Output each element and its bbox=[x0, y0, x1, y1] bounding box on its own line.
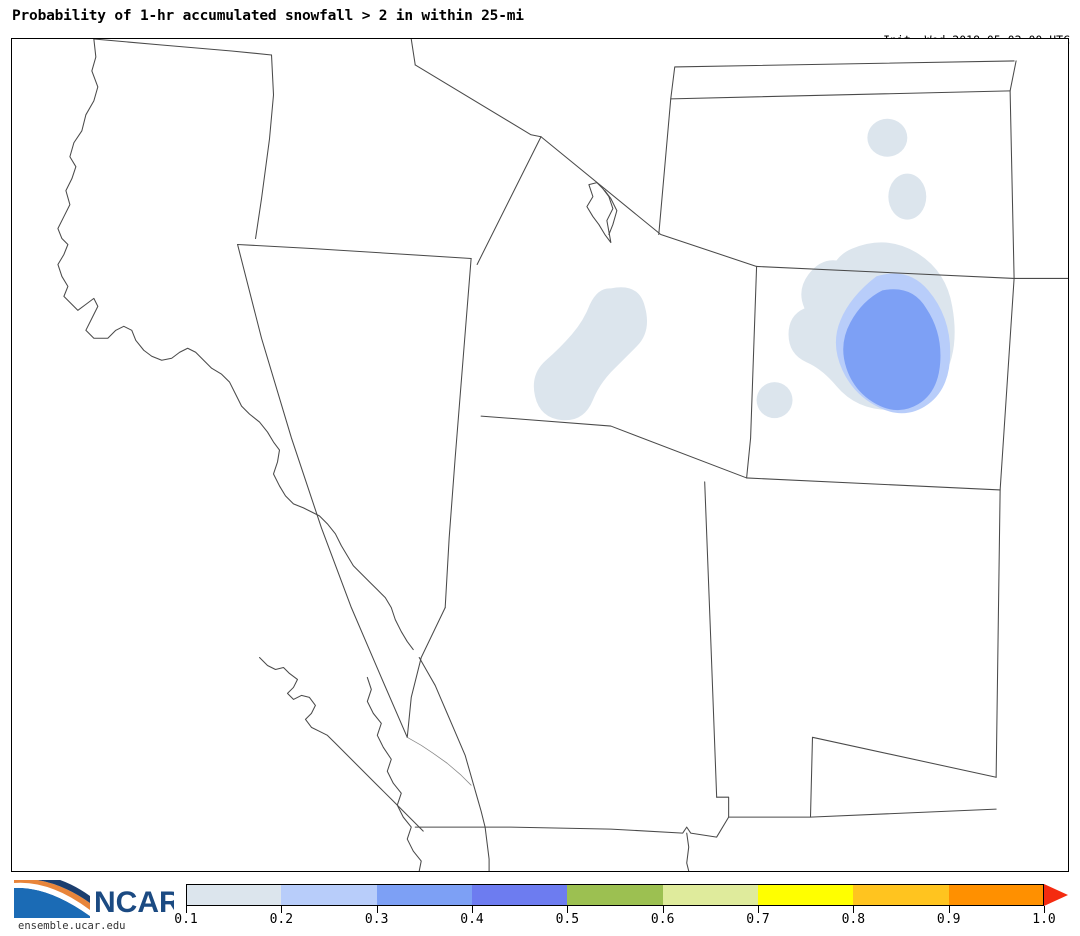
border-wyoming-north bbox=[658, 90, 1011, 236]
border-dakota-west bbox=[1009, 60, 1017, 92]
border-idaho-oregon bbox=[255, 54, 275, 240]
pacific-coastline bbox=[57, 39, 414, 651]
probability-contours bbox=[533, 118, 955, 421]
colorbar-segment-0.1-0.2 bbox=[186, 884, 282, 906]
colorbar-tick-labels: 0.1 0.2 0.3 0.4 0.5 0.6 0.7 0.8 0.9 1.0 bbox=[0, 912, 1080, 932]
colorbar-segment-0.3-0.4 bbox=[376, 884, 472, 906]
colorbar-tick-label-1.0: 1.0 bbox=[1032, 912, 1056, 927]
border-montana-north bbox=[670, 60, 1015, 100]
colorbar-segment-0.4-0.5 bbox=[472, 884, 568, 906]
colorbar-tick-1.0 bbox=[1044, 906, 1045, 913]
colorbar-segment-0.9-1 bbox=[948, 884, 1044, 906]
baja-california-coast bbox=[366, 676, 422, 871]
colorbar-tick-label-0.5: 0.5 bbox=[555, 912, 580, 927]
border-idaho-montana bbox=[410, 39, 416, 66]
colorbar[interactable] bbox=[186, 884, 1044, 906]
colorbar-tick-label-0.9: 0.9 bbox=[936, 912, 961, 927]
colorbar-segment-0.5-0.6 bbox=[567, 884, 663, 906]
border-utah-east bbox=[746, 265, 758, 479]
contour-northern-colorado-0.3 bbox=[843, 289, 941, 411]
colorbar-segment-0.7-0.8 bbox=[758, 884, 854, 906]
map-canvas[interactable] bbox=[12, 39, 1068, 871]
border-colorado-south bbox=[746, 477, 1001, 491]
contour-wyoming-0.1 bbox=[888, 173, 927, 220]
colorbar-tick-0.2 bbox=[281, 906, 283, 913]
border-us-mexico bbox=[414, 816, 730, 838]
colorbar-tick-label-0.3: 0.3 bbox=[364, 912, 389, 927]
gulf-of-california-coast bbox=[418, 656, 490, 871]
ncar-logo[interactable]: NCAR bbox=[8, 876, 174, 930]
border-oregon-north bbox=[93, 39, 273, 56]
colorbar-segment-0.8-0.9 bbox=[853, 884, 949, 906]
contour-north-wyoming-0.1 bbox=[867, 118, 908, 157]
colorbar-tick-0.8 bbox=[853, 906, 855, 913]
great-salt-lake bbox=[586, 182, 614, 244]
colorbar-overflow-arrow bbox=[1044, 884, 1068, 906]
map-boundaries bbox=[57, 39, 1068, 871]
ncar-url-label: ensemble.ucar.edu bbox=[18, 920, 126, 932]
border-nevada-arizona bbox=[406, 607, 446, 738]
border-colorado-east bbox=[995, 277, 1015, 778]
colorado-river bbox=[406, 736, 472, 786]
ncar-wordmark: NCAR bbox=[94, 886, 174, 919]
colorbar-tick-label-0.1: 0.1 bbox=[174, 912, 198, 927]
map-panel[interactable] bbox=[11, 38, 1069, 872]
border-wyoming-east bbox=[1009, 90, 1068, 279]
colorbar-tick-label-0.8: 0.8 bbox=[841, 912, 866, 927]
colorbar-tick-label-0.6: 0.6 bbox=[650, 912, 675, 927]
border-nevada-utah bbox=[444, 257, 472, 609]
border-texas-west bbox=[809, 736, 997, 818]
border-arizona-newmexico bbox=[704, 481, 718, 798]
colorbar-ticks bbox=[186, 906, 1045, 914]
page-title: Probability of 1-hr accumulated snowfall… bbox=[12, 8, 524, 24]
contour-southwest-colorado-0.1 bbox=[756, 382, 793, 419]
colorbar-tick-0.9 bbox=[948, 906, 950, 913]
border-mexico-sonora bbox=[686, 832, 690, 871]
colorbar-segment-0.2-0.3 bbox=[281, 884, 377, 906]
border-montana-south bbox=[414, 64, 542, 138]
colorbar-tick-0.7 bbox=[758, 906, 759, 913]
colorbar-tick-0.6 bbox=[662, 906, 664, 913]
colorbar-tick-0.5 bbox=[567, 906, 569, 913]
colorbar-tick-label-0.4: 0.4 bbox=[460, 912, 484, 927]
border-utah-south bbox=[480, 415, 748, 479]
border-utah-north bbox=[476, 136, 542, 265]
colorbar-tick-0.3 bbox=[376, 906, 378, 913]
colorbar-tick-label-0.7: 0.7 bbox=[746, 912, 770, 927]
colorbar-tick-label-0.2: 0.2 bbox=[269, 912, 294, 927]
border-nevada-north bbox=[237, 243, 472, 259]
border-nevada-west bbox=[237, 243, 408, 738]
colorbar-segment-0.6-0.7 bbox=[662, 884, 758, 906]
california-coast-south bbox=[259, 656, 424, 832]
ncar-logo-mark: NCAR bbox=[14, 880, 174, 919]
border-newmexico-south bbox=[716, 796, 997, 818]
border-utah-wyoming-north bbox=[540, 136, 758, 267]
border-wyoming-south bbox=[756, 265, 1015, 279]
colorbar-tick-0.1 bbox=[186, 906, 187, 913]
colorbar-tick-0.4 bbox=[472, 906, 473, 913]
contour-central-utah-0.1 bbox=[533, 287, 648, 421]
great-salt-lake-arm bbox=[604, 190, 618, 236]
